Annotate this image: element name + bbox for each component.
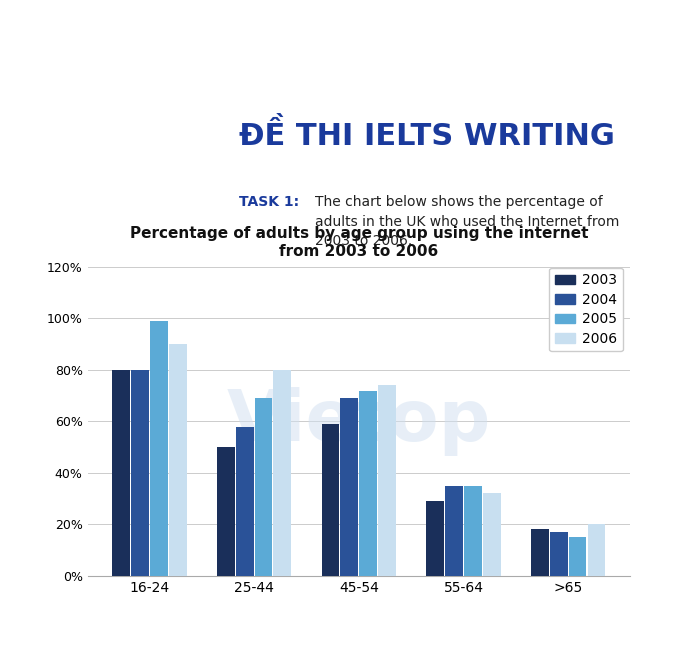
Bar [550,532,568,576]
Bar [483,494,500,576]
Text: TASK 1:: TASK 1: [239,195,300,209]
Text: Vietop: Vietop [227,387,491,456]
Bar [359,391,377,576]
Text: The chart below shows the percentage of
adults in the UK who used the Internet f: The chart below shows the percentage of … [315,195,620,248]
Bar [568,537,587,576]
Bar [150,321,168,576]
Bar [274,370,291,576]
Bar [378,386,396,576]
Title: Percentage of adults by age group using the internet
from 2003 to 2006: Percentage of adults by age group using … [130,226,588,259]
Bar [131,370,149,576]
Bar [587,524,606,576]
Bar [464,486,482,576]
Bar [169,344,186,576]
Bar [321,424,340,576]
Bar [255,398,272,576]
Bar [236,426,253,576]
Legend: 2003, 2004, 2005, 2006: 2003, 2004, 2005, 2006 [549,268,623,351]
Bar [112,370,130,576]
Bar [531,529,549,576]
Text: ĐỀ THI IELTS WRITING: ĐỀ THI IELTS WRITING [239,119,615,151]
Bar [340,398,358,576]
Bar [445,486,463,576]
Bar [217,447,234,576]
Bar [426,501,444,576]
